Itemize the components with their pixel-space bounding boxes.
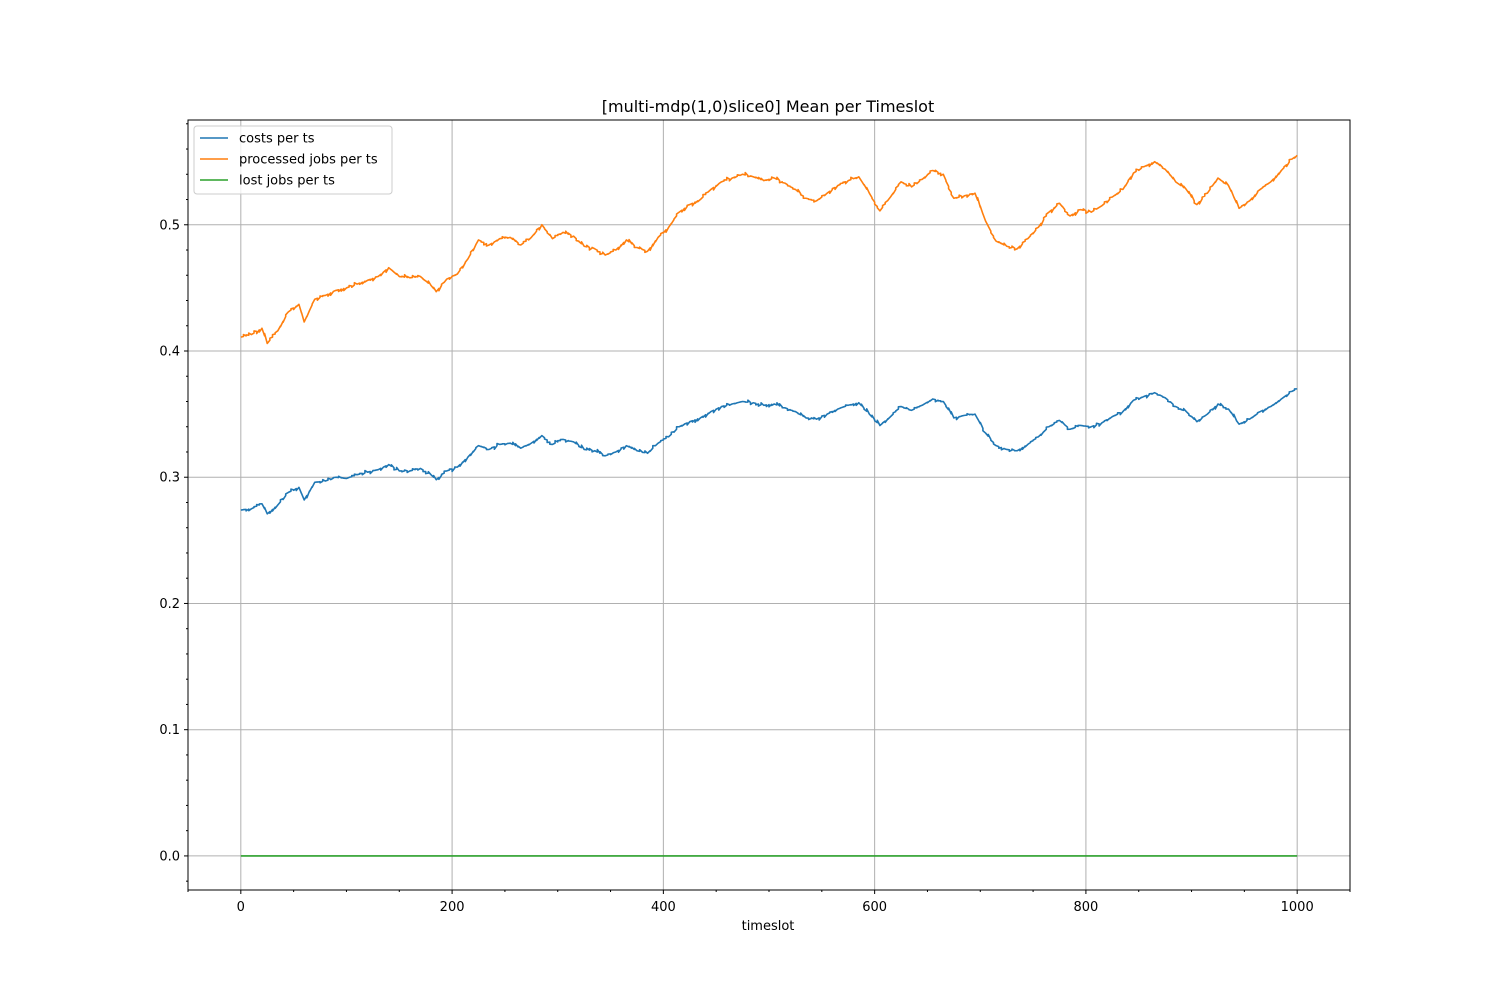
y-tick-label: 0.3 [159,471,180,486]
x-tick-label: 800 [1073,900,1098,915]
legend-label: lost jobs per ts [239,174,335,189]
y-tick-label: 0.5 [159,218,180,233]
x-tick-label: 600 [862,900,887,915]
x-tick-label: 400 [651,900,676,915]
series-line-2 [240,154,1298,345]
x-axis-label: timeslot [742,919,795,934]
legend-box [193,125,393,195]
axis-ticks: 0 200 400 600 800 1000 0.0 0.1 0.2 0.3 0.4 0.5 [159,123,1351,915]
y-tick-label: 0.0 [159,849,180,864]
x-tick-label: 200 [440,900,465,915]
legend-label: costs per ts [239,132,315,147]
y-tick-label: 0.1 [159,723,180,738]
legend: costs per ts processed jobs per ts lost jo… [193,125,393,195]
legend-label: processed jobs per ts [239,153,378,168]
x-tick-label: 0 [237,900,245,915]
y-tick-label: 0.2 [159,597,180,612]
series-line-1 [240,388,1298,515]
plot-lines [240,154,1298,857]
chart-title: [multi-mdp(1,0)slice0] Mean per Timeslot [602,97,934,116]
y-tick-label: 0.4 [159,345,180,360]
legend-items: costs per ts processed jobs per ts lost jo… [200,132,378,189]
x-tick-label: 1000 [1281,900,1314,915]
grid-lines [188,120,1350,890]
